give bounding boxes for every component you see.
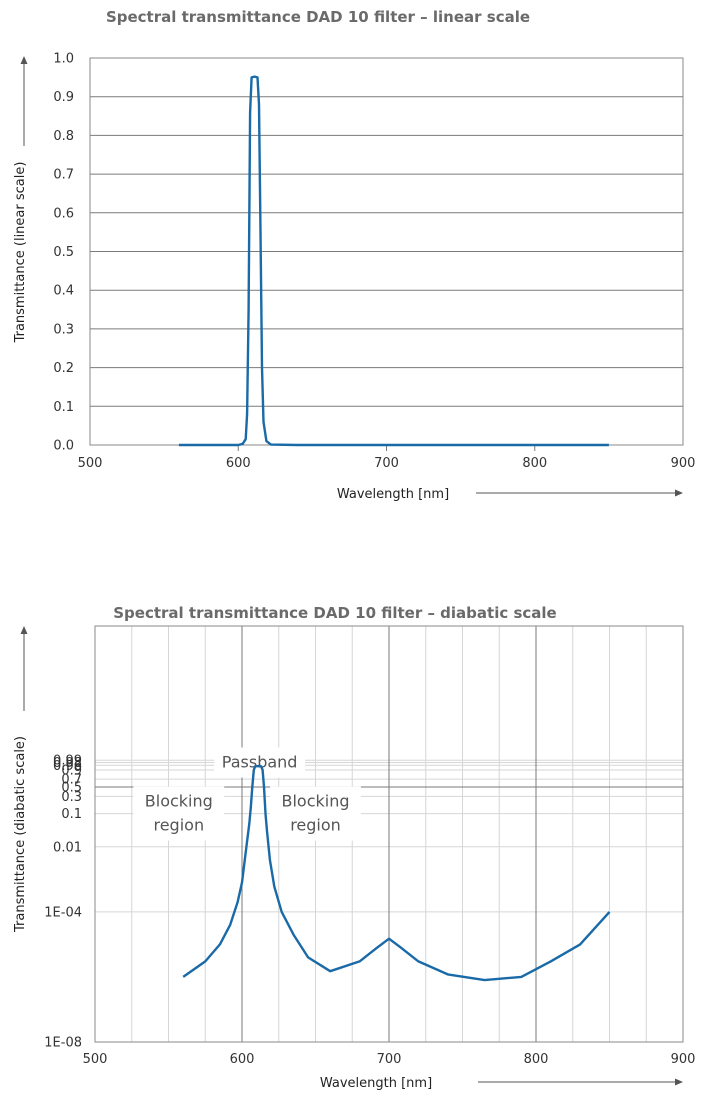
- linear-chart-y-axis-label: Transmittance (linear scale): [13, 162, 28, 344]
- diabatic-chart-title: Spectral transmittance DAD 10 filter – d…: [113, 604, 556, 622]
- annotation-background: [270, 786, 361, 841]
- diabatic-chart-y-tick-label: 0.9: [61, 764, 82, 779]
- linear-chart-y-tick-label: 0.5: [53, 245, 74, 260]
- linear-chart-y-tick-label: 1.0: [53, 52, 74, 67]
- diabatic-chart-x-axis-label: Wavelength [nm]: [320, 1076, 432, 1091]
- diabatic-chart-x-arrowhead: [675, 1078, 683, 1086]
- linear-chart-x-tick-label: 900: [671, 456, 696, 471]
- linear-chart-transmittance-line: [178, 75, 609, 447]
- linear-chart-y-ticks: 0.0 0.1 0.2 0.3 0.4 0.5 0.6 0.7 0.8 0.9 1.0: [53, 52, 74, 454]
- annotation-background: [214, 747, 306, 778]
- linear-chart-title: Spectral transmittance DAD 10 filter – l…: [106, 8, 530, 26]
- linear-chart-x-tick-label: 600: [226, 456, 251, 471]
- diabatic-chart-y-ticks: 1E-08 1E-04 0.01 0.1 0.30.50.70.90.960.980.9…: [44, 754, 82, 1051]
- diabatic-chart-x-tick-label: 800: [524, 1052, 549, 1067]
- diabatic-chart: Spectral transmittance DAD 10 filter – d…: [13, 604, 695, 1091]
- linear-chart: Spectral transmittance DAD 10 filter – l…: [13, 8, 695, 502]
- linear-chart-y-tick-label: 0.8: [53, 129, 74, 144]
- diabatic-chart-y-tick-label: 1E-08: [44, 1036, 82, 1051]
- diabatic-chart-x-tick-label: 900: [671, 1052, 696, 1067]
- linear-chart-x-tick-label: 800: [522, 456, 547, 471]
- linear-chart-x-axis-label: Wavelength [nm]: [337, 487, 449, 502]
- diabatic-chart-y-tick-label: 0.7: [61, 773, 82, 788]
- diabatic-chart-y-tick-label: 0.3: [61, 790, 82, 805]
- linear-chart-x-tick-label: 700: [374, 456, 399, 471]
- linear-chart-grid: [90, 57, 683, 446]
- diabatic-chart-series: [182, 764, 611, 982]
- diabatic-chart-y-tick-label: 0.99: [53, 754, 82, 769]
- diabatic-chart-y-tick-label: 0.98: [53, 756, 82, 771]
- diabatic-chart-y-tick-label: 1E-04: [44, 905, 82, 920]
- linear-chart-y-tick-label: 0.9: [53, 90, 74, 105]
- diabatic-chart-x-tick-label: 500: [83, 1052, 108, 1067]
- annotation-background: [133, 786, 225, 841]
- linear-chart-y-tick-label: 0.4: [53, 284, 74, 299]
- diabatic-chart-y-tick-label: 0.1: [61, 807, 82, 822]
- linear-chart-y-tick-label: 0.7: [53, 168, 74, 183]
- diabatic-chart-x-tick-label: 700: [377, 1052, 402, 1067]
- diabatic-chart-y-tick-label: 0.01: [53, 840, 82, 855]
- linear-chart-x-tick-label: 500: [78, 456, 103, 471]
- diabatic-chart-y-arrowhead: [20, 626, 28, 634]
- linear-chart-y-tick-label: 0.2: [53, 361, 74, 376]
- linear-chart-x-ticks: 500 600 700 800 900: [78, 445, 696, 471]
- diabatic-chart-annotations: Passband Blocking region Blocking region: [133, 747, 361, 841]
- linear-chart-series: [178, 75, 609, 447]
- annotation-label: region: [153, 816, 204, 835]
- linear-chart-y-tick-label: 0.6: [53, 206, 74, 221]
- linear-chart-y-tick-label: 0.1: [53, 400, 74, 415]
- diabatic-chart-x-tick-label: 600: [230, 1052, 255, 1067]
- annotation-label: region: [290, 816, 341, 835]
- linear-chart-y-arrowhead: [20, 56, 28, 64]
- diabatic-chart-x-ticks: 500 600 700 800 900: [83, 1052, 696, 1067]
- diabatic-chart-y-tick-label: 0.96: [53, 759, 82, 774]
- linear-chart-y-tick-label: 0.3: [53, 322, 74, 337]
- diabatic-chart-y-tick-label: 0.5: [61, 780, 82, 795]
- diabatic-chart-plot-area: [94, 625, 684, 1043]
- diabatic-chart-transmittance-line: [182, 764, 611, 982]
- linear-chart-x-arrowhead: [675, 489, 683, 497]
- annotation-label: Blocking: [145, 792, 213, 811]
- annotation-label: Blocking: [281, 792, 349, 811]
- linear-chart-y-tick-label: 0.0: [53, 439, 74, 454]
- annotation-label: Passband: [222, 753, 298, 772]
- diabatic-chart-y-axis-label: Transmittance (diabatic scale): [13, 736, 28, 933]
